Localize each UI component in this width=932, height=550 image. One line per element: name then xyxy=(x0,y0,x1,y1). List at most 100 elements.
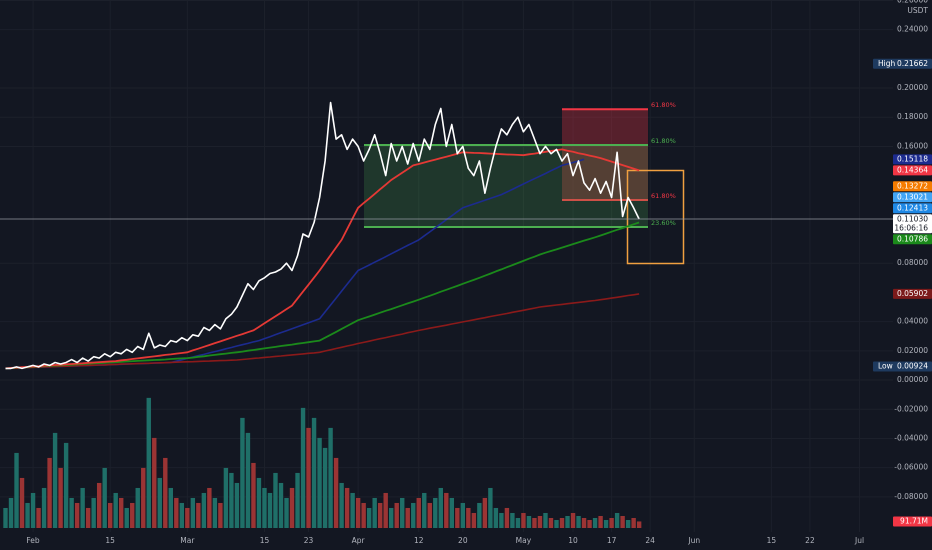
volume-bar xyxy=(477,502,482,528)
volume-bar xyxy=(300,407,306,528)
volume-bar xyxy=(289,487,295,528)
volume-bar xyxy=(460,502,466,528)
grid xyxy=(0,0,893,532)
volume-bar xyxy=(587,519,592,528)
volume-bar xyxy=(168,487,173,528)
volume-bar xyxy=(372,497,377,528)
x-tick-label: 15 xyxy=(260,536,270,545)
volume-bar xyxy=(201,492,207,528)
volume-bar xyxy=(74,502,80,528)
volume-bar xyxy=(482,497,488,528)
y-tick-label: 0.08000 xyxy=(897,258,928,267)
volume-bar xyxy=(333,457,339,528)
price-badge xyxy=(893,214,932,234)
x-tick-label: 24 xyxy=(645,536,655,545)
volume-bar xyxy=(306,427,311,528)
volume-bar xyxy=(284,497,289,528)
volume-bar xyxy=(631,517,636,528)
volume-bar xyxy=(328,427,333,528)
x-tick-label: Feb xyxy=(26,536,40,545)
price-badge-label: 0.15118 xyxy=(897,154,928,163)
volume-pane xyxy=(3,397,642,528)
price-badge xyxy=(893,288,932,299)
fib-level-label: 23.60% xyxy=(651,219,676,227)
volume-bar xyxy=(526,515,532,528)
price-line xyxy=(5,293,640,370)
x-tick-label: 17 xyxy=(607,536,617,545)
volume-bar xyxy=(47,457,52,528)
volume-bar xyxy=(113,492,118,528)
volume-bar xyxy=(119,497,124,528)
y-tick-label: 0.18000 xyxy=(897,112,928,121)
volume-bar xyxy=(405,507,410,528)
price-badge xyxy=(893,203,932,214)
x-tick-label: 23 xyxy=(304,536,314,545)
volume-bar xyxy=(383,492,388,528)
volume-bar xyxy=(344,487,350,528)
price-badge-label: 0.12413 xyxy=(897,203,928,212)
volume-bar xyxy=(614,512,620,528)
volume-bar xyxy=(521,512,526,528)
volume-bar xyxy=(427,502,432,528)
x-tick-label: May xyxy=(516,536,532,545)
volume-bar xyxy=(245,432,251,528)
volume-bar xyxy=(278,482,284,528)
volume-bar xyxy=(449,497,455,528)
volume-bar xyxy=(366,507,372,528)
low-value: 0.00924 xyxy=(897,362,928,371)
time-axis: Feb 15 Mar 15 23 Apr 12 20 May 10 17 24 Jun 15 22 Jul xyxy=(26,536,864,545)
volume-bar xyxy=(25,502,30,528)
fib-level-label: 61.80% xyxy=(651,192,676,200)
price-badge-label: 0.05902 xyxy=(897,289,928,298)
volume-bar xyxy=(636,521,642,528)
price-badge-label: 0.13021 xyxy=(897,192,928,201)
volume-bar xyxy=(422,492,427,528)
volume-bar xyxy=(212,497,218,528)
volume-bar xyxy=(455,507,460,528)
volume-bar xyxy=(377,502,383,528)
volume-bar xyxy=(256,477,262,528)
volume-badge-label: 91.71M xyxy=(900,516,928,525)
volume-bar xyxy=(339,482,344,528)
volume-bar xyxy=(229,472,234,528)
volume-bar xyxy=(262,487,267,528)
price-badge-label: 0.11030 xyxy=(897,214,928,223)
volume-bar xyxy=(19,477,25,528)
price-axis: USDT 0.26000 0.24000 0.20000 0.18000 0.16000… xyxy=(873,0,932,527)
price-badge-label: 0.10786 xyxy=(897,234,928,243)
volume-bar xyxy=(355,497,361,528)
high-badge xyxy=(873,58,932,69)
x-tick-label: 20 xyxy=(458,536,468,545)
price-line xyxy=(5,221,640,370)
y-tick-label: -0.02000 xyxy=(894,404,928,413)
fib-zone xyxy=(364,144,648,228)
price-badge xyxy=(893,154,932,165)
volume-bar xyxy=(620,515,625,528)
volume-bar xyxy=(190,497,196,528)
highlight-box xyxy=(626,169,685,265)
volume-bar xyxy=(185,507,190,528)
price-badge xyxy=(893,192,932,203)
volume-bar xyxy=(8,497,14,528)
y-tick-label: 0.16000 xyxy=(897,141,928,150)
volume-bar xyxy=(102,467,107,528)
volume-bar xyxy=(592,517,598,528)
volume-bar xyxy=(218,502,223,528)
volume-bar xyxy=(130,502,135,528)
high-value: 0.21662 xyxy=(897,59,928,68)
volume-bar xyxy=(14,452,19,528)
y-tick-label: 0.04000 xyxy=(897,317,928,326)
volume-bar xyxy=(267,492,273,528)
volume-bar xyxy=(554,519,559,528)
x-tick-label: 15 xyxy=(105,536,115,545)
volume-bar xyxy=(598,515,603,528)
volume-bar xyxy=(3,507,8,528)
volume-bar xyxy=(207,487,212,528)
x-tick-label: 15 xyxy=(767,536,777,545)
volume-bar xyxy=(444,492,449,528)
y-tick-label: -0.06000 xyxy=(894,463,928,472)
volume-bar xyxy=(96,482,102,528)
volume-bar xyxy=(124,507,129,528)
currency-label: USDT xyxy=(907,6,928,15)
